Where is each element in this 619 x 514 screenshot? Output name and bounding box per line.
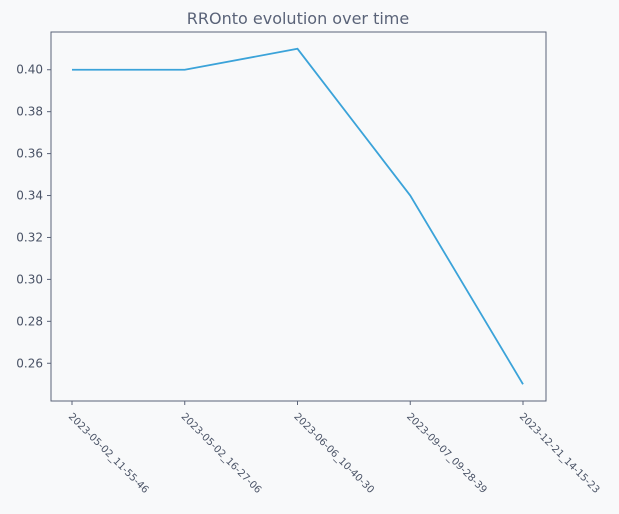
x-tick-label: 2023-09-07_09-28-39 bbox=[404, 411, 489, 496]
plot-frame bbox=[50, 31, 547, 402]
y-tick-label: 0.38 bbox=[16, 105, 43, 119]
series-line-0 bbox=[72, 47, 524, 385]
y-tick-label: 0.34 bbox=[16, 189, 43, 203]
y-tick-label: 0.26 bbox=[16, 356, 43, 370]
x-tick-label: 2023-05-02_16-27-06 bbox=[179, 411, 264, 496]
y-tick-label: 0.32 bbox=[16, 230, 43, 244]
x-axis: 2023-05-02_11-55-46 2023-05-02_16-27-06 20… bbox=[66, 401, 602, 496]
x-tick-label: 2023-06-06_10-40-30 bbox=[291, 411, 376, 496]
x-tick-label: 2023-12-21_14-15-23 bbox=[517, 411, 602, 496]
x-tick-label: 2023-05-02_11-55-46 bbox=[66, 411, 151, 496]
y-tick-label: 0.36 bbox=[16, 147, 43, 161]
y-tick-label: 0.28 bbox=[16, 314, 43, 328]
y-tick-label: 0.30 bbox=[16, 272, 43, 286]
series-layer bbox=[71, 47, 524, 385]
y-tick-label: 0.40 bbox=[16, 63, 43, 77]
y-axis: 0.26 0.28 0.30 0.32 0.34 0.36 0.38 0.40 bbox=[16, 63, 51, 370]
chart-title: RROnto evolution over time bbox=[187, 9, 409, 28]
